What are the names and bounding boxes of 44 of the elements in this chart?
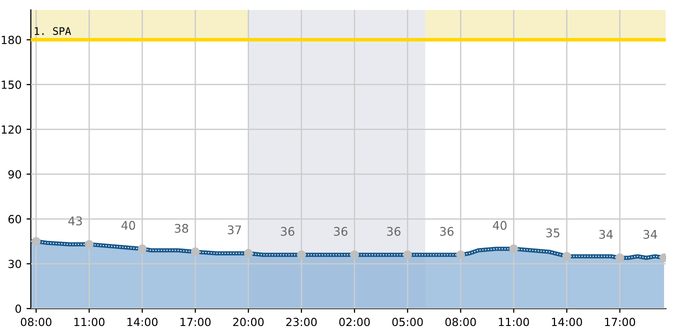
x-tick-label: 17:00 <box>180 318 211 326</box>
x-tick-label: 11:00 <box>498 318 529 326</box>
data-label: 35 <box>546 228 560 238</box>
y-tick-label: 30 <box>8 260 22 268</box>
data-label: 37 <box>228 225 241 234</box>
x-tick-label: 20:00 <box>233 318 264 326</box>
data-label: 36 <box>334 226 348 236</box>
point <box>190 247 200 256</box>
x-tick-label: 14:00 <box>552 318 582 326</box>
x-tick-label: 08:00 <box>445 318 476 326</box>
x-tick-label: 23:00 <box>286 318 317 326</box>
data-label: 36 <box>440 226 454 236</box>
data-label: 36 <box>387 226 400 236</box>
point <box>297 250 306 260</box>
x-tick-label: 11:00 <box>74 318 104 326</box>
data-label: 38 <box>174 224 188 233</box>
data-label: 34 <box>644 230 658 239</box>
x-tick-label: 05:00 <box>392 318 423 326</box>
x-tick-label: 14:00 <box>127 318 158 326</box>
point <box>562 252 572 261</box>
y-tick-label: 150 <box>2 80 22 89</box>
y-tick-label: 90 <box>8 170 22 179</box>
point <box>615 253 624 262</box>
y-tick-label: 0 <box>15 304 22 313</box>
x-tick-label: 02:00 <box>339 318 370 326</box>
data-label: 34 <box>599 230 613 239</box>
point <box>403 250 412 260</box>
point <box>244 248 253 258</box>
y-tick-label: 60 <box>8 214 22 224</box>
point <box>350 250 359 260</box>
y-tick-label: 120 <box>2 125 22 134</box>
ref-line-label: 1. SPA <box>34 27 72 35</box>
x-tick-label: 08:00 <box>20 318 52 326</box>
data-label: 43 <box>68 216 82 226</box>
point <box>509 244 518 254</box>
point <box>138 244 147 254</box>
point <box>84 240 94 249</box>
x-tick-label: 17:00 <box>605 318 636 326</box>
data-label: 40 <box>492 220 507 230</box>
data-label: 40 <box>121 220 136 230</box>
point <box>32 236 41 246</box>
y-tick-label: 180 <box>2 36 22 44</box>
data-label: 36 <box>280 226 294 236</box>
point <box>456 250 466 260</box>
